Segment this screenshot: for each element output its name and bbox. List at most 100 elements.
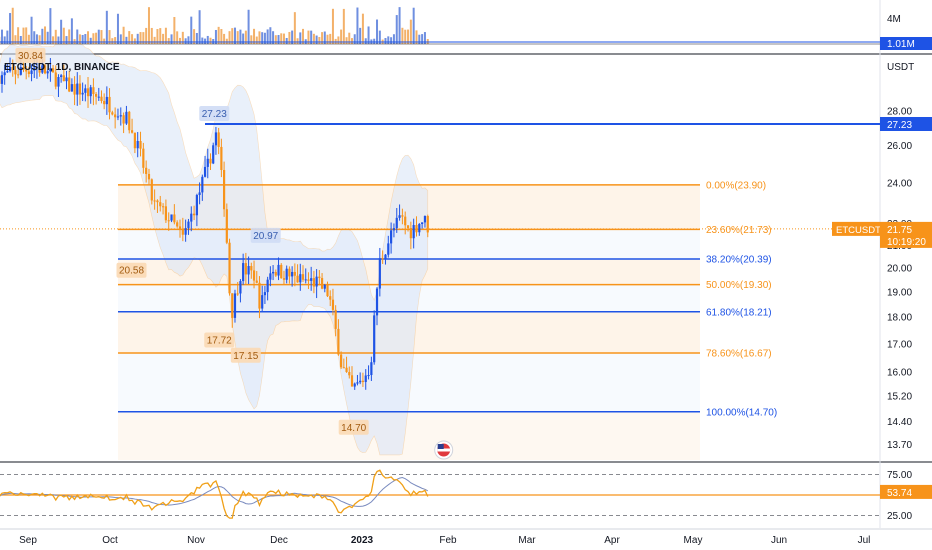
price-annotation-label: 20.58 bbox=[119, 266, 144, 277]
level-price-badge-label: 27.23 bbox=[887, 120, 912, 131]
volume-bar bbox=[373, 38, 376, 44]
candle-body bbox=[277, 264, 280, 276]
x-axis-tick-label: Apr bbox=[604, 535, 620, 546]
candle-body bbox=[164, 206, 167, 221]
candle-body bbox=[60, 75, 63, 77]
volume-bar bbox=[33, 31, 36, 44]
candle-body bbox=[271, 271, 275, 274]
candle-body bbox=[252, 270, 256, 281]
rsi-axis-tick-label: 75.00 bbox=[887, 470, 912, 481]
candle-body bbox=[8, 66, 12, 72]
candle-body bbox=[6, 71, 9, 73]
candle-body bbox=[315, 276, 318, 287]
volume-bar bbox=[162, 33, 165, 44]
volume-bar bbox=[307, 30, 310, 44]
volume-bar bbox=[315, 35, 318, 44]
price-axis-tick-label: 24.00 bbox=[887, 178, 912, 189]
volume-bar bbox=[206, 35, 209, 44]
volume-bar bbox=[266, 29, 269, 44]
candle-body bbox=[310, 278, 313, 281]
candle-body bbox=[350, 375, 354, 387]
candle-body bbox=[145, 167, 148, 174]
volume-bar bbox=[409, 19, 412, 44]
candle-body bbox=[212, 145, 215, 164]
volume-bar bbox=[321, 32, 324, 44]
price-annotation-box bbox=[250, 227, 281, 243]
candle-body bbox=[86, 88, 90, 97]
candle-body bbox=[0, 75, 4, 84]
volume-badge bbox=[880, 37, 932, 50]
candle-body bbox=[367, 375, 370, 377]
volume-bar bbox=[398, 7, 401, 44]
volume-bar bbox=[30, 16, 33, 44]
symbol-badge-label: ETCUSDT bbox=[836, 225, 881, 236]
volume-bar bbox=[261, 32, 264, 44]
candle-body bbox=[84, 88, 87, 93]
candle-body bbox=[395, 217, 398, 229]
candle-body bbox=[301, 274, 305, 280]
candle-body bbox=[167, 220, 170, 222]
candle-body bbox=[33, 67, 36, 71]
candle-body bbox=[181, 228, 184, 235]
price-axis-tick-label: 26.00 bbox=[887, 141, 912, 152]
candle-body bbox=[373, 315, 376, 363]
candle-body bbox=[54, 72, 57, 87]
volume-bar bbox=[193, 29, 196, 44]
volume-bar bbox=[291, 30, 294, 44]
volume-bar bbox=[184, 38, 187, 44]
volume-bar bbox=[329, 33, 332, 44]
volume-bar bbox=[282, 33, 285, 44]
volume-bar bbox=[25, 27, 28, 44]
volume-bar bbox=[340, 29, 343, 44]
volume-bar bbox=[105, 10, 108, 44]
volume-bar bbox=[348, 32, 351, 44]
candle-body bbox=[114, 114, 117, 118]
volume-bar bbox=[153, 36, 156, 44]
candle-body bbox=[274, 271, 277, 276]
candle-body bbox=[288, 268, 291, 277]
volume-bar bbox=[19, 35, 22, 44]
volume-bar bbox=[198, 10, 201, 44]
volume-bar bbox=[122, 26, 125, 44]
fib-zone bbox=[118, 411, 700, 460]
volume-bar bbox=[87, 31, 90, 44]
bollinger-band bbox=[0, 41, 429, 456]
candle-body bbox=[418, 223, 421, 233]
candle-body bbox=[353, 383, 356, 387]
volume-bar bbox=[263, 32, 266, 44]
price-annotation-label: 20.97 bbox=[253, 231, 278, 242]
candle-body bbox=[293, 271, 296, 276]
price-annotation-label: 17.72 bbox=[207, 336, 232, 347]
price-annotation-box bbox=[204, 332, 235, 348]
candle-body bbox=[285, 268, 288, 280]
candle-body bbox=[192, 213, 196, 216]
volume-bar bbox=[57, 36, 60, 44]
candle-body bbox=[65, 77, 68, 82]
candle-body bbox=[111, 112, 114, 115]
volume-bar bbox=[225, 38, 228, 44]
volume-bar bbox=[89, 37, 92, 44]
volume-bar bbox=[274, 35, 277, 44]
volume-bar bbox=[220, 29, 223, 44]
volume-bar bbox=[378, 30, 381, 44]
volume-bar bbox=[108, 30, 111, 44]
volume-bar bbox=[376, 19, 379, 44]
candle-body bbox=[78, 83, 82, 95]
candle-body bbox=[387, 243, 390, 255]
candle-body bbox=[97, 96, 100, 98]
candle-body bbox=[342, 367, 345, 369]
volume-bar bbox=[204, 38, 207, 44]
volume-bar bbox=[285, 37, 288, 44]
candle-body bbox=[364, 375, 367, 383]
candle-body bbox=[89, 87, 92, 97]
volume-bar bbox=[361, 13, 364, 44]
symbol-title: ETCUSDT, 1D, BINANCE bbox=[4, 62, 120, 73]
candle-body bbox=[255, 280, 258, 283]
candle-body bbox=[147, 173, 151, 180]
volume-bar bbox=[390, 37, 393, 44]
candle-body bbox=[222, 169, 226, 210]
x-axis-tick-label: Nov bbox=[187, 535, 205, 546]
level-price-badge bbox=[880, 116, 932, 131]
candle-body bbox=[70, 84, 73, 92]
